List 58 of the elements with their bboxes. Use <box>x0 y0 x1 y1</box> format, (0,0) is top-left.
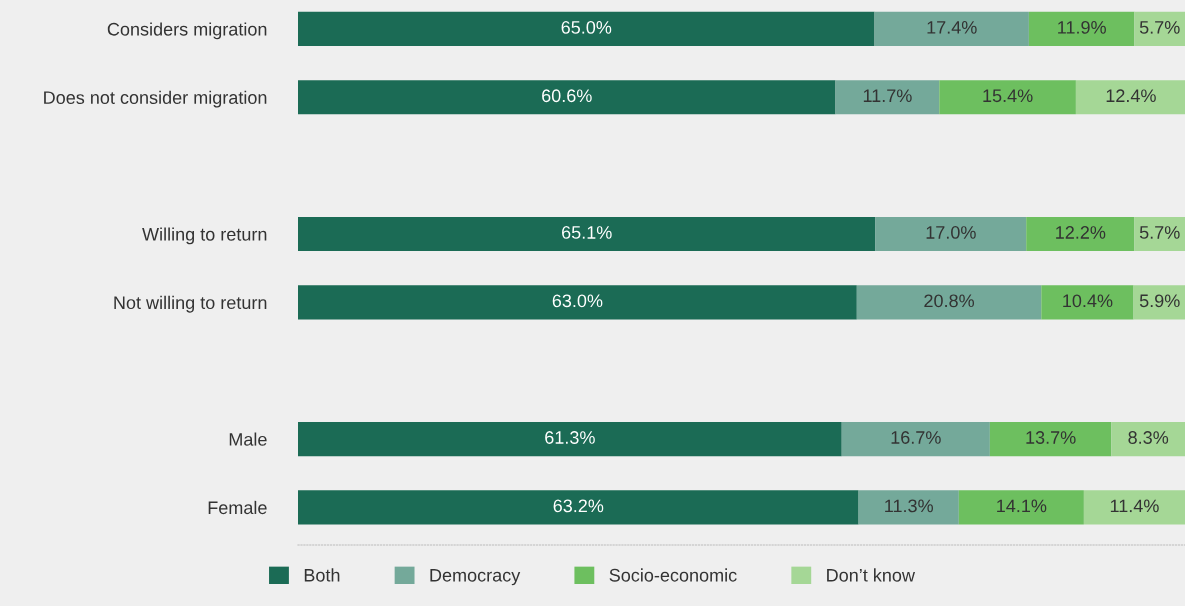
bar <box>874 11 1029 47</box>
legend-label: Don’t know <box>827 568 916 582</box>
y-tick-label: Willing to return <box>142 227 267 245</box>
bar <box>1028 11 1135 47</box>
data-label: 20.8% <box>924 294 975 308</box>
data-label: 16.7% <box>891 431 941 444</box>
bar <box>1111 421 1185 457</box>
bar <box>1026 216 1135 252</box>
bar <box>1041 285 1134 320</box>
bar <box>841 421 990 457</box>
data-label: 8.3% <box>1128 431 1169 444</box>
y-tick-label: Does not consider migration <box>44 90 267 108</box>
y-tick-label: Female <box>208 500 267 515</box>
bar <box>298 490 859 525</box>
data-label: 11.9% <box>1058 20 1106 34</box>
bar <box>298 216 876 252</box>
y-tick-label: Not willing to return <box>114 295 267 313</box>
data-label: 12.2% <box>1056 226 1106 239</box>
data-label: 5.7% <box>1139 21 1180 34</box>
legend-label: Socio-economic <box>609 568 737 582</box>
data-label: 65.0% <box>561 20 612 34</box>
legend-label: Democracy <box>430 569 521 586</box>
bar <box>298 11 875 47</box>
data-label: 61.3% <box>545 431 595 444</box>
data-label: 12.4% <box>1106 89 1156 103</box>
bar <box>858 490 959 525</box>
data-label: 5.9% <box>1139 294 1180 308</box>
legend-label: Both <box>304 568 340 582</box>
y-tick-label: Male <box>229 432 267 446</box>
bar <box>298 421 842 457</box>
bar <box>1083 490 1185 525</box>
data-label: 63.2% <box>553 499 604 513</box>
bar <box>958 490 1084 525</box>
bar <box>1133 285 1185 320</box>
bar <box>298 80 836 115</box>
bar <box>989 421 1112 457</box>
bar <box>835 80 940 115</box>
data-label: 17.0% <box>926 226 976 239</box>
data-label: 5.7% <box>1139 226 1180 239</box>
data-label: 13.7% <box>1026 431 1076 444</box>
data-label: 65.1% <box>562 226 612 239</box>
bar <box>1134 216 1185 252</box>
bar <box>856 285 1042 320</box>
data-label: 10.4% <box>1063 294 1113 308</box>
y-tick-label: Considers migration <box>107 22 267 40</box>
data-label: 63.0% <box>552 294 603 308</box>
data-label: 60.6% <box>542 89 592 103</box>
bar <box>1075 80 1185 115</box>
bar <box>939 80 1076 115</box>
bar <box>1134 11 1185 47</box>
data-label: 14.1% <box>997 499 1047 513</box>
data-label: 11.3% <box>885 499 933 513</box>
data-label: 15.4% <box>983 89 1033 103</box>
data-label: 11.4% <box>1110 499 1159 513</box>
data-label: 17.4% <box>927 21 977 34</box>
bar <box>875 216 1027 252</box>
bar <box>298 285 857 320</box>
data-label: 11.7% <box>863 89 912 103</box>
